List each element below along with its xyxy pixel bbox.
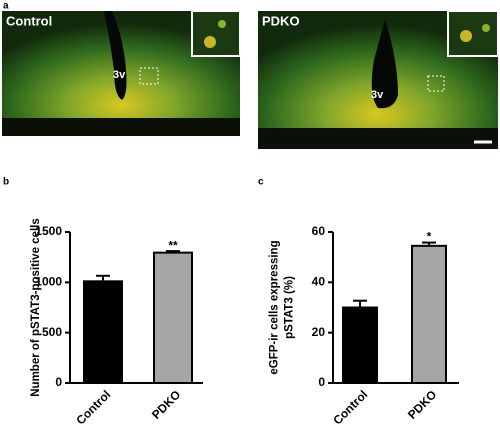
y-tick-label: 60 — [312, 224, 326, 238]
bar — [342, 306, 378, 384]
landmark-label: 3v — [113, 69, 126, 81]
bar — [83, 280, 123, 384]
landmark-label: 3v — [371, 89, 384, 101]
y-tick-label: 1500 — [35, 224, 62, 238]
y-tick-label: 40 — [312, 275, 326, 289]
micrograph-control — [2, 10, 241, 136]
bar — [153, 251, 193, 384]
bar — [411, 244, 447, 384]
y-tick-label: 20 — [312, 325, 326, 339]
panel-label: a — [3, 1, 9, 12]
y-axis-label: eGFP-ir cells expressing — [269, 240, 281, 374]
panel-label: b — [3, 177, 9, 188]
x-tick-label: PDKO — [149, 387, 183, 421]
y-tick-label: 0 — [55, 375, 62, 389]
y-tick-label: 1000 — [35, 275, 62, 289]
x-tick-label: Control — [330, 387, 370, 427]
y-axis-label: Number of pSTAT3-positive cells — [30, 218, 42, 397]
x-tick-label: PDKO — [405, 387, 439, 421]
image-label: PDKO — [262, 13, 300, 28]
x-tick-label: Control — [73, 387, 113, 427]
micrograph-pdko — [258, 10, 499, 149]
y-axis-label: pSTAT3 (%) — [284, 276, 296, 339]
panel-label: c — [258, 177, 264, 188]
y-tick-label: 500 — [42, 325, 62, 339]
image-label: Control — [6, 13, 52, 28]
y-tick-label: 0 — [318, 375, 325, 389]
significance-label: ** — [168, 238, 178, 252]
significance-label: * — [427, 230, 432, 244]
